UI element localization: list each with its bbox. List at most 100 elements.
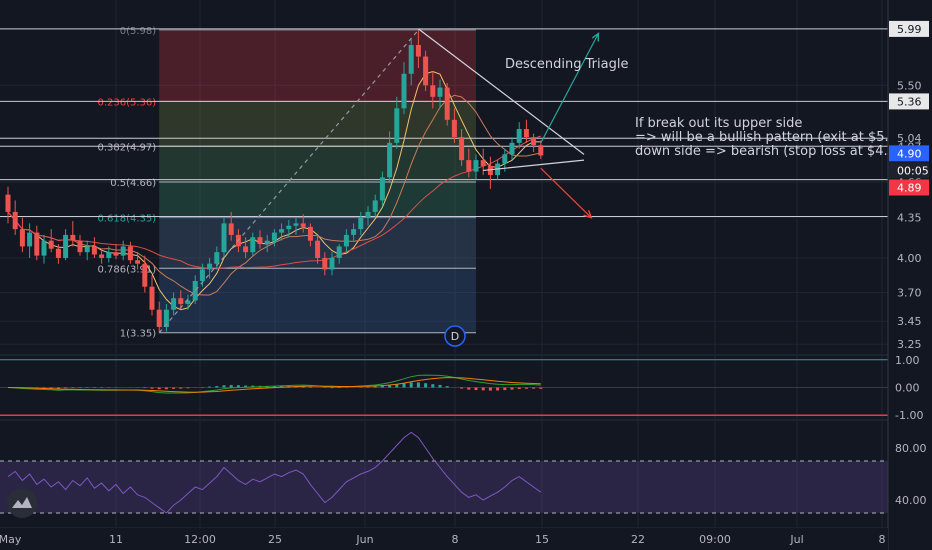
candle-body (531, 137, 537, 146)
candle-body (437, 87, 443, 97)
candle-body (271, 232, 277, 241)
candle (286, 219, 292, 238)
candle-body (487, 165, 493, 176)
candle (401, 62, 407, 115)
candle-body (34, 232, 40, 256)
trendline-3 (540, 34, 599, 144)
candle-body (415, 45, 421, 57)
candle-body (199, 269, 205, 281)
candle (307, 223, 313, 247)
time-tick-label: 8 (452, 533, 459, 546)
candle (127, 241, 133, 264)
price-tick-label: 3.25 (897, 338, 922, 351)
dividend-marker[interactable]: D (444, 325, 466, 347)
candle-body (408, 45, 414, 74)
fib-label-0: 0(5.98) (120, 26, 157, 37)
fib-zone-3 (159, 181, 476, 218)
candle-body (91, 246, 97, 255)
candle-body (77, 240, 83, 253)
price-tag-box-1 (889, 93, 929, 110)
candle (329, 252, 335, 276)
candle-body (365, 211, 371, 218)
price-tick-label: 3.45 (897, 315, 922, 328)
candle-body (192, 280, 198, 301)
candle (351, 223, 357, 241)
time-tick-label: 25 (268, 533, 282, 546)
candle (379, 171, 385, 207)
candle-body (423, 56, 429, 86)
candle-body (387, 142, 393, 178)
candle-body (394, 108, 400, 143)
candle (12, 200, 18, 235)
candles (5, 30, 544, 333)
price-axis: 5.505.044.974.664.354.003.703.453.255.99… (887, 0, 932, 550)
time-tick-label: 11 (109, 533, 123, 546)
trendlines (158, 28, 599, 334)
candle-body (185, 300, 191, 304)
candle (156, 301, 162, 333)
candle (372, 194, 378, 218)
candle (70, 221, 76, 247)
candle-body (351, 229, 357, 235)
fib-label-5: 0.786(3.91) (97, 264, 156, 275)
time-tick-label: 09:00 (699, 533, 731, 546)
rsi-tick-label: 80.00 (895, 442, 927, 455)
time-axis-background (0, 528, 888, 550)
candle (279, 223, 285, 241)
candle (27, 223, 33, 258)
annotation-descending-triangle: Descending Triagle (505, 57, 628, 72)
candle-body (480, 160, 486, 166)
candle-body (343, 234, 349, 247)
candle (451, 108, 457, 143)
fib-zone-1 (159, 101, 476, 147)
annotation-line-1: If break out its upper side (635, 116, 802, 131)
candle (63, 229, 69, 261)
price-tag-box-4 (889, 179, 929, 196)
candle-body (120, 246, 126, 256)
candle (5, 186, 11, 224)
fib-label-1: 0.236(5.36) (97, 97, 156, 108)
candle (466, 148, 472, 178)
candle (300, 214, 306, 233)
tradingview-logo[interactable] (7, 488, 37, 518)
horizontal-levels (0, 28, 888, 217)
candle-body (5, 194, 11, 212)
price-tag-box-0 (889, 20, 929, 37)
candle-body (84, 246, 90, 253)
candle (192, 275, 198, 304)
price-tag-box-3 (889, 162, 929, 179)
candle-body (12, 211, 18, 230)
candle (487, 156, 493, 189)
candle-body (178, 298, 184, 304)
candle-body (336, 246, 342, 258)
candle (142, 255, 148, 293)
candle (531, 133, 537, 153)
candle-body (329, 257, 335, 270)
candle (178, 290, 184, 310)
macd-signal-line (7, 377, 541, 393)
candle-body (149, 286, 155, 310)
candle (322, 252, 328, 276)
candle-body (293, 223, 299, 226)
candle-body (279, 229, 285, 233)
candle-body (379, 177, 385, 201)
candle-body (473, 160, 479, 172)
dividend-marker-label: D (451, 330, 459, 343)
price-tick-label: 5.50 (897, 79, 922, 92)
candle-body (502, 154, 508, 164)
candle-body (372, 200, 378, 212)
candle (293, 217, 299, 235)
time-tick-label: 12:00 (184, 533, 216, 546)
candle-body (451, 119, 457, 138)
candle-body (300, 223, 306, 227)
price-tag-label-1: 5.36 (897, 95, 922, 108)
candle-body (444, 87, 450, 120)
time-tick-label: 15 (535, 533, 549, 546)
fib-label-4: 0.618(4.35) (97, 214, 156, 225)
fib-zone-0 (159, 30, 476, 102)
candle (55, 244, 61, 264)
dividend-marker-circle (444, 325, 466, 347)
annotation-line-2: => will be a bullish pattern (exit at $5… (635, 130, 889, 145)
candle (84, 240, 90, 261)
